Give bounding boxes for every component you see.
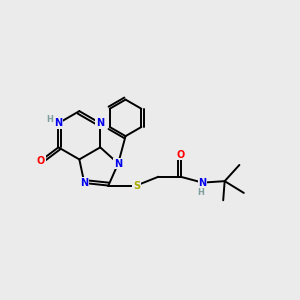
Text: N: N [199, 178, 207, 188]
Text: N: N [54, 118, 62, 128]
Text: H: H [198, 188, 205, 196]
Text: N: N [114, 158, 122, 169]
Text: S: S [133, 181, 140, 190]
Text: H: H [47, 115, 54, 124]
Text: N: N [80, 178, 88, 188]
Text: N: N [96, 118, 104, 128]
Text: O: O [176, 150, 184, 160]
Text: O: O [37, 156, 45, 166]
